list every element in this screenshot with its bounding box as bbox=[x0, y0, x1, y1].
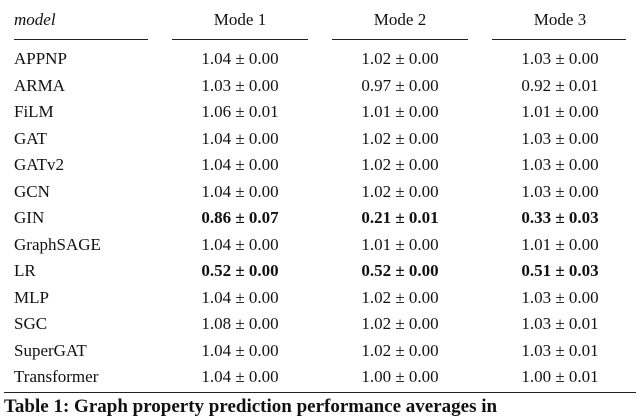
score-cell: 1.01 ± 0.00 bbox=[361, 234, 439, 254]
score-cell: 0.86 ± 0.07 bbox=[201, 208, 279, 227]
header-cell: Mode 2 bbox=[373, 10, 427, 29]
score-cell: 1.04 ± 0.00 bbox=[201, 367, 279, 386]
score-cell: 1.03 ± 0.00 bbox=[201, 75, 279, 95]
score-cell: 1.02 ± 0.00 bbox=[361, 287, 439, 307]
score-cell: 1.03 ± 0.00 bbox=[521, 49, 599, 68]
score-cell: 0.51 ± 0.03 bbox=[521, 261, 599, 280]
model-name: ARMA bbox=[14, 75, 66, 95]
score-cell: 0.52 ± 0.00 bbox=[201, 261, 279, 280]
model-name: GIN bbox=[14, 208, 45, 227]
header-cell: Mode 1 bbox=[213, 10, 267, 29]
bottom-rule bbox=[4, 392, 636, 393]
model-name: LR bbox=[14, 261, 36, 280]
score-cell: 1.04 ± 0.00 bbox=[201, 49, 279, 68]
score-cell: 0.97 ± 0.00 bbox=[361, 75, 439, 95]
score-cell: 1.01 ± 0.00 bbox=[361, 102, 439, 121]
score-cell: 1.04 ± 0.00 bbox=[201, 155, 279, 174]
model-name: MLP bbox=[14, 287, 49, 307]
score-cell: 1.02 ± 0.00 bbox=[361, 340, 439, 360]
score-cell: 1.04 ± 0.00 bbox=[201, 340, 279, 360]
score-cell: 1.01 ± 0.00 bbox=[521, 102, 599, 121]
score-cell: 1.02 ± 0.00 bbox=[361, 49, 439, 68]
score-cell: 1.03 ± 0.00 bbox=[521, 128, 599, 148]
score-cell: 1.03 ± 0.00 bbox=[521, 287, 599, 307]
score-cell: 1.01 ± 0.00 bbox=[521, 234, 599, 254]
score-cell: 1.06 ± 0.01 bbox=[201, 102, 279, 121]
score-cell: 1.04 ± 0.00 bbox=[201, 128, 279, 148]
score-cell: 0.52 ± 0.00 bbox=[361, 261, 439, 280]
header-rule bbox=[172, 39, 308, 40]
score-cell: 1.02 ± 0.00 bbox=[361, 314, 439, 333]
score-cell: 1.04 ± 0.00 bbox=[201, 234, 279, 254]
header-cell: model bbox=[14, 10, 56, 29]
header-rule bbox=[332, 39, 468, 40]
model-name: GraphSAGE bbox=[14, 234, 101, 254]
model-name: GATv2 bbox=[14, 155, 65, 174]
header-cell: Mode 3 bbox=[533, 10, 587, 29]
score-cell: 0.33 ± 0.03 bbox=[521, 208, 599, 227]
score-cell: 1.02 ± 0.00 bbox=[361, 128, 439, 148]
score-cell: 1.02 ± 0.00 bbox=[361, 181, 439, 201]
score-cell: 1.03 ± 0.00 bbox=[521, 181, 599, 201]
score-cell: 1.04 ± 0.00 bbox=[201, 181, 279, 201]
score-cell: 1.03 ± 0.01 bbox=[521, 314, 599, 333]
score-cell: 1.08 ± 0.00 bbox=[201, 314, 279, 333]
model-name: SuperGAT bbox=[14, 340, 87, 360]
table-caption: Table 1: Graph property prediction perfo… bbox=[4, 396, 498, 417]
model-name: FiLM bbox=[14, 102, 54, 121]
model-name: SGC bbox=[14, 314, 48, 333]
header-rule bbox=[492, 39, 626, 40]
score-cell: 1.03 ± 0.00 bbox=[521, 155, 599, 174]
score-cell: 0.92 ± 0.01 bbox=[521, 75, 599, 95]
model-name: APPNP bbox=[14, 49, 67, 68]
score-cell: 1.04 ± 0.00 bbox=[201, 287, 279, 307]
score-cell: 1.00 ± 0.01 bbox=[521, 367, 599, 386]
score-cell: 1.03 ± 0.01 bbox=[521, 340, 599, 360]
score-cell: 1.02 ± 0.00 bbox=[361, 155, 439, 174]
header-rule bbox=[14, 39, 148, 40]
model-name: GAT bbox=[14, 128, 48, 148]
score-cell: 0.21 ± 0.01 bbox=[361, 208, 439, 227]
model-name: GCN bbox=[14, 181, 50, 201]
model-name: Transformer bbox=[14, 367, 99, 386]
score-cell: 1.00 ± 0.00 bbox=[361, 367, 439, 386]
